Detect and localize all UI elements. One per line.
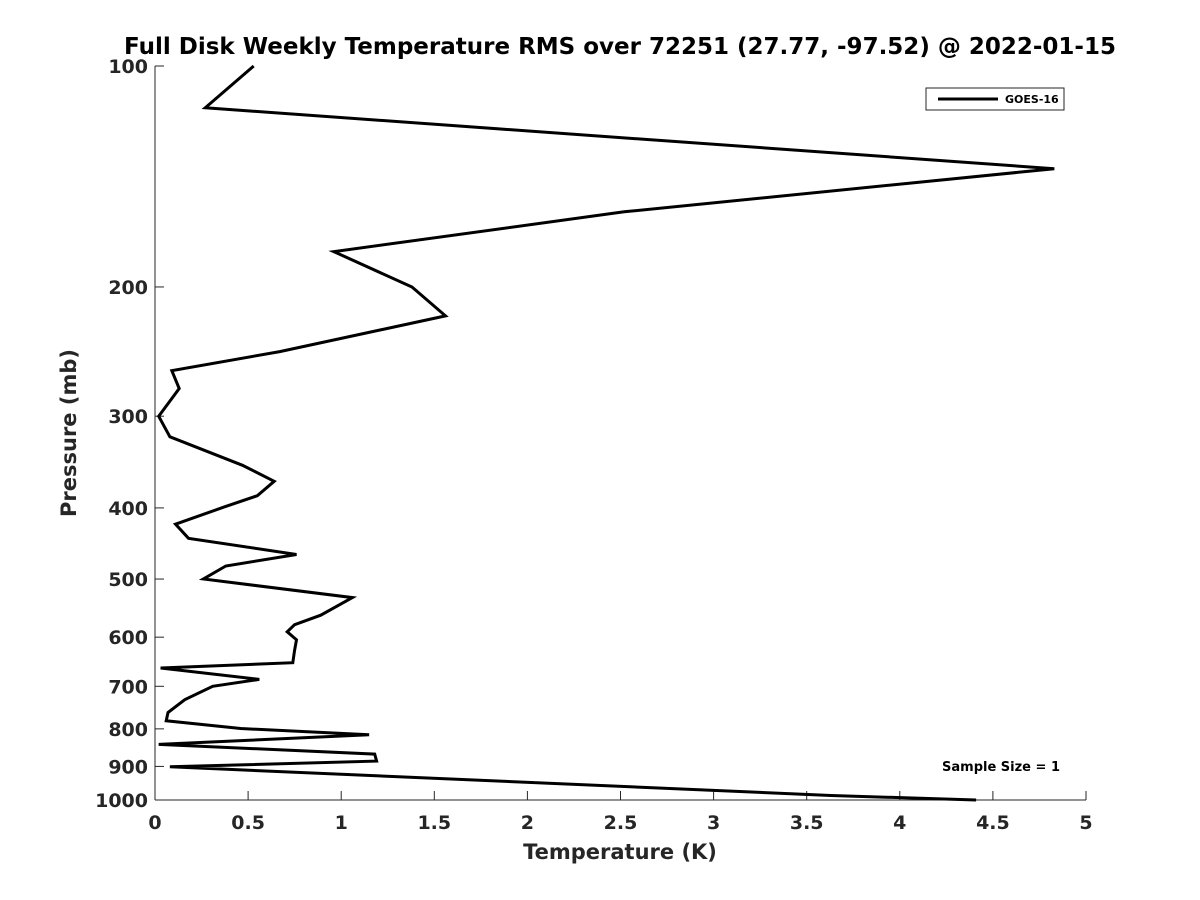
y-tick-label: 200	[108, 277, 148, 299]
x-tick-label: 2	[521, 812, 534, 834]
x-tick-label: 5	[1079, 812, 1092, 834]
y-tick-label: 500	[108, 569, 148, 591]
sample-size-annotation: Sample Size = 1	[942, 760, 1060, 775]
y-tick-label: 700	[108, 676, 148, 698]
legend-label: GOES-16	[1005, 93, 1059, 106]
x-tick-label: 0	[148, 812, 161, 834]
x-tick-label: 1.5	[417, 812, 451, 834]
y-axis-label: Pressure (mb)	[57, 349, 81, 517]
y-tick-label: 100	[108, 56, 148, 78]
y-tick-label: 300	[108, 406, 148, 428]
y-tick-label: 1000	[95, 790, 148, 812]
x-tick-label: 3.5	[790, 812, 824, 834]
chart-title: Full Disk Weekly Temperature RMS over 72…	[124, 34, 1116, 60]
x-tick-label: 2.5	[604, 812, 638, 834]
x-ticks: 0 0.5 1 1.5 2 2.5 3 3.5 4 4.5 5	[148, 791, 1093, 834]
x-tick-label: 0.5	[231, 812, 265, 834]
series-line-goes-16	[156, 64, 1055, 802]
legend: GOES-16	[925, 87, 1065, 111]
y-tick-label: 800	[108, 719, 148, 741]
x-tick-label: 4.5	[976, 812, 1010, 834]
y-ticks: 100 200 300 400 500 600 700 800 900 1000	[95, 56, 164, 812]
x-tick-label: 1	[335, 812, 348, 834]
x-axis-label: Temperature (K)	[523, 840, 717, 864]
y-tick-label: 400	[108, 498, 148, 520]
y-tick-label: 900	[108, 756, 148, 778]
y-tick-label: 600	[108, 627, 148, 649]
x-tick-label: 3	[707, 812, 720, 834]
x-tick-label: 4	[893, 812, 906, 834]
